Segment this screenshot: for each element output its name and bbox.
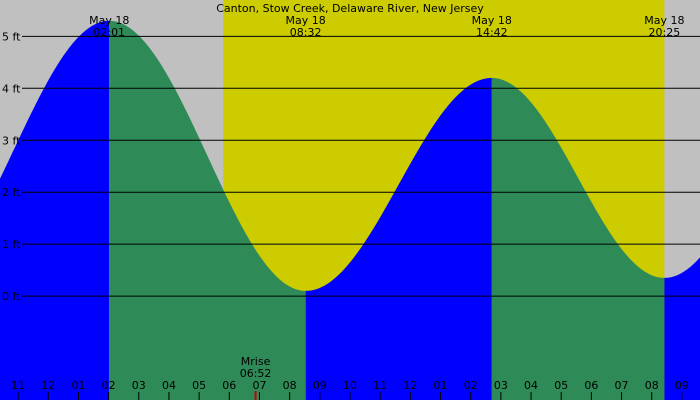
y-tick-label-3ft: 3 ft bbox=[2, 134, 21, 147]
grid-layer bbox=[22, 35, 700, 297]
extreme-time-2: 14:42 bbox=[476, 26, 508, 39]
hour-label-0: 11 bbox=[11, 379, 25, 392]
hour-axis: 11 12 01 02 03 04 05 06 07 08 09 10 11 12 01 02 03 04 05 06… bbox=[11, 379, 689, 400]
tide-area-layer bbox=[0, 20, 700, 400]
extreme-time-1: 08:32 bbox=[290, 26, 322, 39]
rising-tide-area-2 bbox=[305, 77, 492, 400]
hour-label-11: 10 bbox=[343, 379, 357, 392]
hour-label-19: 06 bbox=[584, 379, 598, 392]
y-tick-label-1ft: 1 ft bbox=[2, 238, 21, 251]
moonrise-label: Mrise bbox=[241, 355, 271, 368]
hour-label-5: 04 bbox=[162, 379, 176, 392]
hour-label-14: 01 bbox=[434, 379, 448, 392]
hour-label-9: 08 bbox=[283, 379, 297, 392]
hour-label-8: 07 bbox=[252, 379, 266, 392]
y-tick-label-0ft: 0 ft bbox=[2, 290, 21, 303]
extreme-time-3: 20:25 bbox=[649, 26, 681, 39]
hour-label-13: 12 bbox=[403, 379, 417, 392]
y-axis-labels: 5 ft 4 ft 3 ft 2 ft 1 ft 0 ft bbox=[2, 30, 21, 303]
y-tick-label-5ft: 5 ft bbox=[2, 30, 21, 43]
rising-tide-area-4 bbox=[664, 257, 700, 400]
falling-tide-area-3 bbox=[491, 77, 665, 400]
hour-label-7: 06 bbox=[222, 379, 236, 392]
extreme-date-0: May 18 bbox=[89, 14, 129, 27]
hour-label-15: 02 bbox=[464, 379, 478, 392]
rising-tide-area-0 bbox=[0, 20, 110, 400]
hour-label-3: 02 bbox=[102, 379, 116, 392]
hour-label-17: 04 bbox=[524, 379, 538, 392]
extreme-time-0: 02:01 bbox=[93, 26, 125, 39]
hour-label-10: 09 bbox=[313, 379, 327, 392]
hour-label-18: 05 bbox=[554, 379, 568, 392]
hour-label-20: 07 bbox=[615, 379, 629, 392]
chart-title: Canton, Stow Creek, Delaware River, New … bbox=[216, 2, 484, 15]
moonrise-time: 06:52 bbox=[240, 367, 272, 380]
hour-label-16: 03 bbox=[494, 379, 508, 392]
extreme-date-2: May 18 bbox=[472, 14, 512, 27]
extreme-date-3: May 18 bbox=[644, 14, 684, 27]
extreme-date-1: May 18 bbox=[286, 14, 326, 27]
hour-label-12: 11 bbox=[373, 379, 387, 392]
hour-label-1: 12 bbox=[41, 379, 55, 392]
y-tick-label-4ft: 4 ft bbox=[2, 82, 21, 95]
hour-label-22: 09 bbox=[675, 379, 689, 392]
hour-label-21: 08 bbox=[645, 379, 659, 392]
falling-tide-area-1 bbox=[109, 20, 306, 400]
y-tick-label-2ft: 2 ft bbox=[2, 186, 21, 199]
hour-label-4: 03 bbox=[132, 379, 146, 392]
hour-label-6: 05 bbox=[192, 379, 206, 392]
hour-label-2: 01 bbox=[71, 379, 85, 392]
